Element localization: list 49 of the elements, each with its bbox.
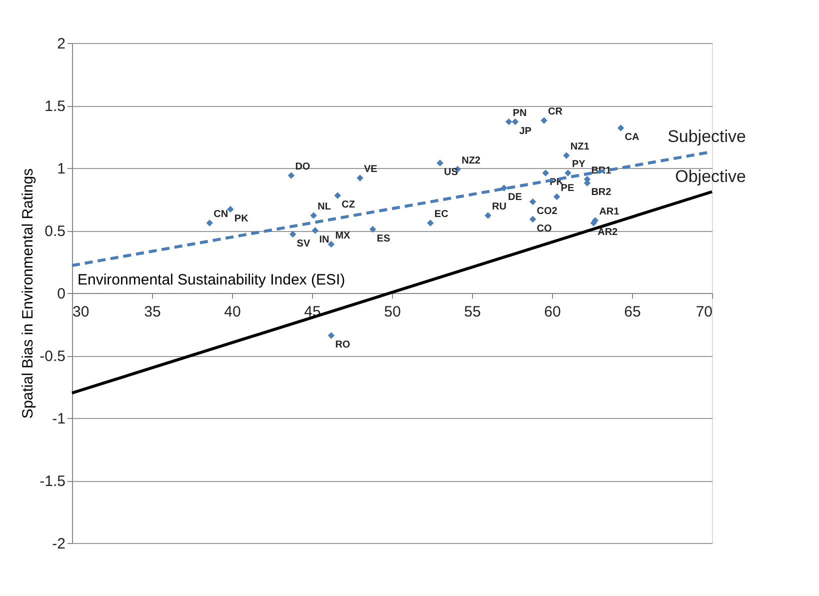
data-label: CO2 [536, 206, 558, 217]
data-label: CZ [342, 200, 355, 210]
data-label: BR2 [591, 187, 612, 198]
data-label: AR1 [599, 206, 620, 218]
x-tick-label: 30 [72, 304, 90, 320]
data-label: VE [364, 164, 378, 175]
y-tick-label: 2 [57, 36, 66, 52]
data-label: JP [519, 126, 532, 137]
data-label: PE [560, 182, 574, 194]
data-label: US [444, 167, 458, 178]
x-tick-label: 50 [384, 304, 401, 320]
data-label: NZ1 [570, 142, 590, 152]
data-label: SV [296, 238, 310, 250]
x-tick-label: 40 [224, 304, 241, 320]
data-label: CA [624, 132, 640, 143]
data-label: DE [508, 192, 522, 203]
x-tick-label: 55 [464, 304, 481, 320]
y-tick-label: 1.5 [44, 98, 66, 115]
data-label: PN [512, 108, 527, 119]
data-label: CR [548, 106, 564, 118]
y-tick-label: 0 [57, 286, 66, 302]
x-tick-label: 70 [696, 304, 712, 320]
data-label: PY [572, 159, 586, 170]
data-label: CN [214, 209, 228, 220]
x-tick-label: 60 [544, 304, 561, 320]
data-label: DO [295, 162, 310, 172]
y-tick-label: -1.5 [40, 473, 66, 490]
y-tick-label: 1 [57, 160, 66, 178]
x-axis-title: Environmental Sustainability Index (ESI) [78, 272, 346, 288]
data-label: RU [492, 202, 506, 212]
data-label: IN [319, 234, 330, 246]
series-label: Objective [675, 166, 746, 186]
y-tick-label: 0.5 [44, 223, 66, 240]
y-axis-title: Spatial Bias in Environmental Ratings [20, 168, 37, 419]
x-tick-label: 35 [144, 304, 161, 320]
x-tick-label: 65 [624, 304, 641, 320]
data-label: CO [536, 223, 552, 234]
data-label: PK [234, 213, 250, 224]
data-label: RO [335, 340, 350, 350]
data-label: NZ2 [462, 155, 481, 166]
series-label: Subjective [668, 126, 746, 146]
data-label: ES [376, 233, 390, 244]
data-label: EC [434, 209, 448, 220]
data-label: NL [318, 202, 331, 212]
y-tick-label: -1 [52, 410, 66, 428]
data-label: AR2 [598, 227, 618, 238]
data-label: MX [335, 230, 351, 242]
y-tick-label: -2 [52, 536, 66, 552]
y-tick-label: -0.5 [40, 348, 66, 365]
